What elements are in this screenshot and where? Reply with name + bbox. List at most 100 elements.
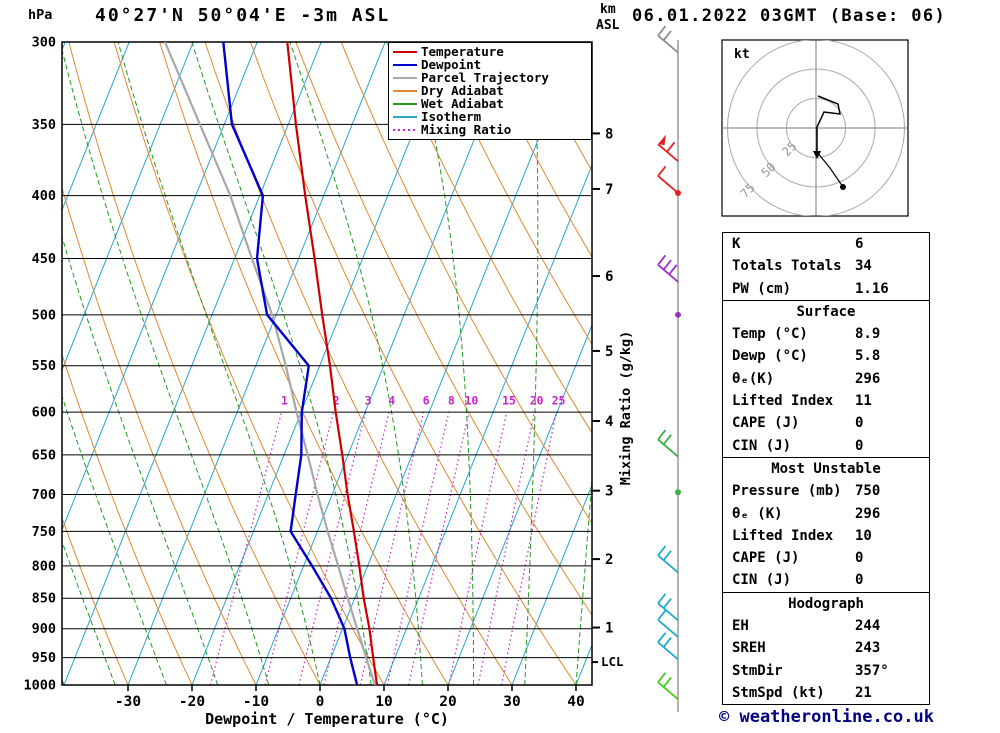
table-row: θₑ (K) 296 bbox=[723, 503, 929, 525]
pressure-tick-label: 650 bbox=[32, 447, 56, 463]
stat-value: 6 bbox=[855, 236, 864, 252]
lcl-label: LCL bbox=[601, 654, 624, 669]
plot-border bbox=[61, 41, 593, 686]
wind-barb bbox=[657, 134, 679, 162]
pressure-axis-unit: hPa bbox=[28, 7, 52, 23]
wind-barb-column bbox=[657, 25, 681, 712]
mixing-ratio-line bbox=[477, 412, 535, 685]
mixing-ratio-label: 25 bbox=[552, 393, 566, 407]
x-axis-title: Dewpoint / Temperature (°C) bbox=[205, 710, 449, 728]
hodograph-trace bbox=[816, 95, 841, 152]
stat-label: CAPE (J) bbox=[732, 415, 800, 432]
sounding-curves bbox=[163, 42, 379, 685]
stat-value: 244 bbox=[855, 618, 881, 635]
legend-label: Dry Adiabat bbox=[421, 83, 504, 98]
dry-adiabat-line bbox=[62, 516, 129, 685]
temp-tick-label: -20 bbox=[179, 694, 205, 710]
stat-label: Totals Totals bbox=[732, 258, 842, 275]
stat-label: StmSpd (kt) bbox=[732, 684, 825, 701]
stat-value: 0 bbox=[855, 415, 864, 432]
dry-adiabat-line bbox=[476, 42, 592, 258]
stat-value: 5.8 bbox=[855, 348, 881, 365]
hodograph-ring bbox=[727, 40, 905, 216]
hodograph-unit-label: kt bbox=[734, 47, 750, 62]
wind-station-dot bbox=[675, 311, 681, 318]
wet-adiabat-line bbox=[0, 42, 13, 685]
hodograph-ring bbox=[786, 98, 846, 158]
wet-adiabat-line bbox=[524, 42, 539, 685]
table-row: StmSpd (kt) 21 bbox=[723, 682, 929, 704]
mixing-ratio-line bbox=[264, 412, 334, 685]
km-tick-label: 3 bbox=[605, 484, 613, 500]
wet-adiabat-line bbox=[62, 539, 116, 685]
legend-label: Mixing Ratio bbox=[421, 122, 511, 137]
mixing-ratio-label: 6 bbox=[423, 393, 430, 407]
table-row: StmDir 357° bbox=[723, 660, 929, 682]
wind-station-dot bbox=[675, 489, 681, 496]
table-row: CIN (J) 0 bbox=[723, 435, 929, 457]
pressure-tick-label: 550 bbox=[32, 358, 56, 374]
isotherm-line bbox=[255, 42, 514, 685]
hodograph-trace-arrow bbox=[813, 151, 821, 159]
km-tick-label: 6 bbox=[605, 269, 613, 285]
isotherm-line bbox=[0, 42, 1, 685]
table-row: CAPE (J) 0 bbox=[723, 547, 929, 569]
wind-barb bbox=[657, 632, 679, 660]
pressure-tick-label: 750 bbox=[32, 524, 56, 540]
mixing-ratio-label: 4 bbox=[388, 393, 395, 407]
stat-label: SREH bbox=[732, 640, 766, 657]
stat-value: 11 bbox=[855, 393, 872, 410]
stat-value: 357° bbox=[855, 662, 889, 679]
km-tick-label: 5 bbox=[605, 344, 613, 360]
wet-adiabat-line bbox=[413, 42, 475, 685]
copyright-link[interactable]: © weatheronline.co.uk bbox=[719, 707, 934, 727]
stat-label: Lifted Index bbox=[732, 393, 834, 410]
mixing-ratio-label: 8 bbox=[448, 393, 455, 407]
table-row: Pressure (mb) 750 bbox=[723, 480, 929, 502]
stat-value: 243 bbox=[855, 640, 881, 657]
stat-label: PW (cm) bbox=[732, 280, 792, 297]
stat-label: StmDir bbox=[732, 662, 783, 679]
km-tick-label: 7 bbox=[605, 182, 613, 198]
temp-tick-label: 40 bbox=[567, 694, 584, 710]
wind-barb bbox=[657, 609, 679, 638]
pressure-tick-label: 700 bbox=[32, 487, 56, 503]
table-row: CAPE (J) 0 bbox=[723, 412, 929, 434]
km-axis-label: km bbox=[600, 2, 616, 17]
wind-barb bbox=[657, 429, 679, 458]
wind-barb bbox=[657, 25, 679, 54]
pressure-tick-label: 350 bbox=[32, 117, 56, 133]
stat-value: 34 bbox=[855, 258, 872, 275]
wet-adiabat-line bbox=[117, 42, 321, 685]
pressure-tick-label: 300 bbox=[32, 35, 56, 51]
page-title: 40°27'N 50°04'E -3m ASL bbox=[95, 5, 391, 26]
axes: 3003504004505005506006507007508008509009… bbox=[23, 2, 634, 728]
isotherm-line bbox=[62, 42, 258, 532]
legend-label: Wet Adiabat bbox=[421, 96, 504, 111]
table-row: Temp (°C) 8.9 bbox=[723, 323, 929, 345]
wind-barb bbox=[657, 672, 679, 700]
mixing-ratio-label: 15 bbox=[502, 393, 516, 407]
temperature-curve bbox=[286, 42, 379, 685]
stats-tables: K 6 Totals Totals 34 PW (cm) 1.16 Surface Temp … bbox=[722, 232, 930, 706]
pressure-tick-label: 850 bbox=[32, 591, 56, 607]
stat-value: 10 bbox=[855, 527, 872, 544]
table-row: Dewp (°C) 5.8 bbox=[723, 345, 929, 367]
pressure-tick-label: 450 bbox=[32, 251, 56, 267]
temp-tick-label: -10 bbox=[243, 694, 269, 710]
mixing-ratio-label: 2 bbox=[333, 393, 340, 407]
table-row: Totals Totals 34 bbox=[723, 255, 929, 277]
legend-label: Isotherm bbox=[421, 109, 482, 124]
table-row: θₑ(K) 296 bbox=[723, 368, 929, 390]
km-tick-label: 1 bbox=[605, 621, 613, 637]
stat-value: 21 bbox=[855, 684, 872, 701]
temp-tick-label: 20 bbox=[439, 694, 456, 710]
stat-value: 0 bbox=[855, 550, 864, 567]
stat-label: K bbox=[732, 236, 741, 252]
isotherm-line bbox=[62, 42, 194, 372]
isotherm-line bbox=[63, 42, 322, 685]
table-row: EH 244 bbox=[723, 615, 929, 637]
mixing-ratio-line bbox=[448, 412, 508, 685]
